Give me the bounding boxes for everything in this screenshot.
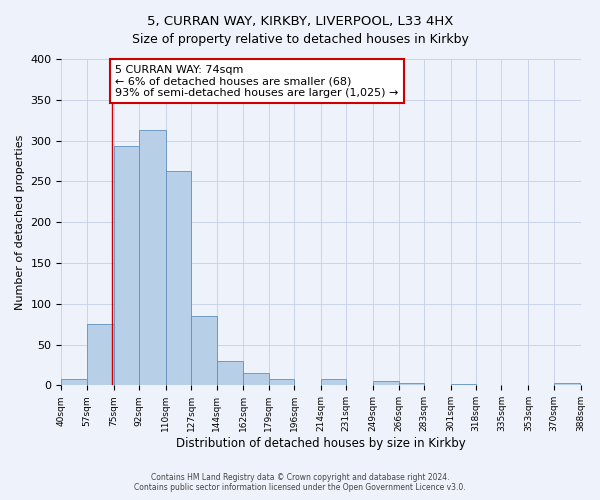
- Bar: [191, 316, 217, 386]
- Bar: [139, 130, 166, 386]
- Bar: [61, 379, 87, 386]
- Bar: [373, 382, 398, 386]
- Bar: [244, 373, 269, 386]
- Y-axis label: Number of detached properties: Number of detached properties: [15, 134, 25, 310]
- Bar: [451, 384, 476, 386]
- Text: 5, CURRAN WAY, KIRKBY, LIVERPOOL, L33 4HX: 5, CURRAN WAY, KIRKBY, LIVERPOOL, L33 4H…: [147, 15, 453, 28]
- Bar: [113, 146, 139, 386]
- Bar: [87, 324, 113, 386]
- Bar: [166, 171, 191, 386]
- Text: Size of property relative to detached houses in Kirkby: Size of property relative to detached ho…: [131, 32, 469, 46]
- Bar: [398, 383, 424, 386]
- X-axis label: Distribution of detached houses by size in Kirkby: Distribution of detached houses by size …: [176, 437, 466, 450]
- Bar: [217, 361, 244, 386]
- Text: Contains HM Land Registry data © Crown copyright and database right 2024.
Contai: Contains HM Land Registry data © Crown c…: [134, 473, 466, 492]
- Bar: [554, 383, 580, 386]
- Text: 5 CURRAN WAY: 74sqm
← 6% of detached houses are smaller (68)
93% of semi-detache: 5 CURRAN WAY: 74sqm ← 6% of detached hou…: [115, 64, 398, 98]
- Bar: [321, 379, 346, 386]
- Bar: [269, 379, 294, 386]
